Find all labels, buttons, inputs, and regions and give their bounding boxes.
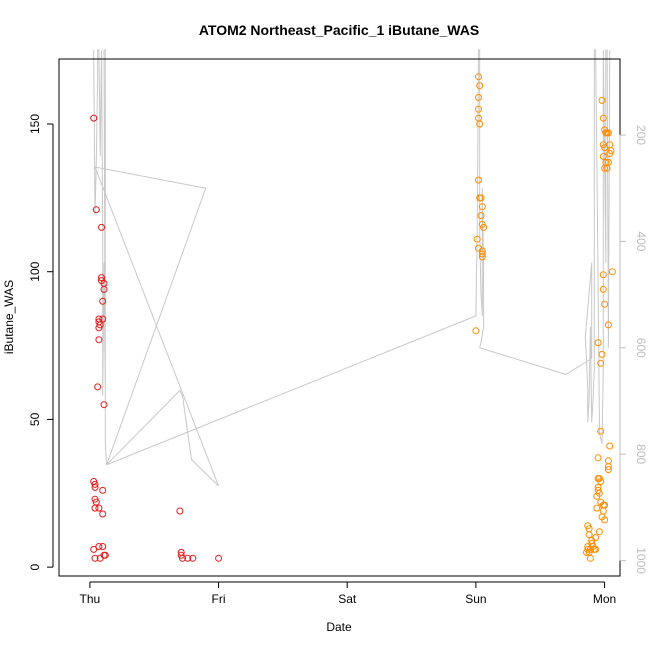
x-tick-label: Mon: [593, 592, 616, 606]
data-point: [189, 554, 197, 562]
data-point: [608, 268, 616, 276]
data-point: [475, 73, 482, 81]
data-point: [92, 206, 100, 214]
data-point: [478, 250, 486, 258]
data-point: [176, 507, 184, 515]
data-point: [594, 454, 602, 462]
data-point: [599, 153, 607, 160]
data-point: [91, 480, 99, 488]
y-tick-label: 50: [28, 412, 42, 426]
y-tick-label: 0: [28, 563, 42, 570]
data-point: [179, 554, 186, 562]
y-axis: 0 50 100 150: [28, 114, 54, 570]
data-point: [593, 504, 601, 512]
data-point: [604, 158, 612, 166]
x-axis: Thu Fri Sat Sun Mon: [80, 581, 616, 606]
data-point: [95, 324, 103, 332]
data-point: [595, 528, 603, 536]
data-point: [606, 442, 614, 450]
data-point: [100, 285, 108, 293]
data-point: [98, 223, 105, 231]
data-point: [90, 114, 98, 122]
data-point: [91, 554, 99, 562]
data-point: [94, 383, 102, 391]
data-point: [476, 82, 484, 90]
x-tick-label: Fri: [212, 592, 226, 606]
data-point: [595, 489, 603, 497]
data-point: [592, 545, 600, 553]
data-point: [585, 531, 593, 539]
data-point: [475, 105, 482, 113]
data-point: [91, 504, 99, 512]
data-point: [597, 478, 605, 485]
data-point: [98, 274, 105, 282]
data-point: [101, 551, 109, 559]
data-point: [476, 194, 484, 202]
data-point: [594, 339, 602, 347]
right-tick-label: 400: [634, 231, 648, 251]
data-point: [215, 554, 223, 562]
data-point: [586, 554, 594, 562]
data-point: [606, 150, 614, 157]
data-point: [473, 235, 481, 243]
data-point: [601, 164, 609, 172]
chart-title: ATOM2 Northeast_Pacific_1 iButane_WAS: [199, 22, 479, 38]
data-point: [478, 253, 486, 261]
x-tick-label: Thu: [80, 592, 101, 606]
data-point: [476, 120, 484, 128]
data-point: [95, 543, 103, 550]
altitude-trace-layer: [93, 49, 611, 487]
data-point: [599, 114, 607, 122]
data-point: [472, 327, 480, 335]
data-point: [597, 359, 605, 367]
data-point: [99, 543, 107, 550]
data-point: [604, 129, 612, 137]
data-point: [599, 285, 607, 293]
data-point: [99, 510, 107, 518]
data-point: [604, 321, 612, 329]
data-point: [477, 212, 485, 220]
data-point: [184, 554, 192, 562]
data-point: [475, 93, 482, 101]
data-point: [99, 486, 107, 494]
data-point: [599, 141, 607, 149]
data-point: [95, 336, 103, 344]
altitude-trace-line: [93, 49, 611, 487]
right-tick-label: 800: [634, 444, 648, 464]
data-point: [598, 350, 606, 358]
right-axis: 200 400 600 800 1000: [619, 125, 648, 574]
x-tick-label: Sat: [338, 592, 357, 606]
x-tick-label: Sun: [465, 592, 486, 606]
data-point: [95, 504, 103, 512]
data-point: [100, 401, 108, 409]
data-point: [601, 300, 609, 308]
data-point: [91, 483, 99, 491]
data-point: [480, 223, 488, 231]
data-point: [604, 466, 612, 474]
data-point: [99, 297, 107, 305]
data-point: [601, 516, 609, 524]
data-point: [475, 176, 482, 184]
data-point: [90, 545, 98, 553]
data-point: [598, 96, 606, 104]
right-tick-label: 200: [634, 125, 648, 145]
data-point: [592, 534, 600, 542]
data-point: [599, 271, 607, 279]
data-point: [99, 315, 107, 323]
right-tick-label: 1000: [634, 547, 648, 574]
y-tick-label: 150: [28, 114, 42, 134]
x-axis-label: Date: [326, 620, 352, 634]
y-axis-label: iButane_WAS: [2, 280, 16, 354]
data-point: [604, 457, 612, 465]
data-point: [601, 501, 609, 509]
data-point: [478, 203, 486, 211]
data-point: [597, 427, 605, 435]
points-layer: [90, 73, 616, 562]
right-tick-label: 600: [634, 338, 648, 358]
y-tick-label: 100: [28, 261, 42, 281]
